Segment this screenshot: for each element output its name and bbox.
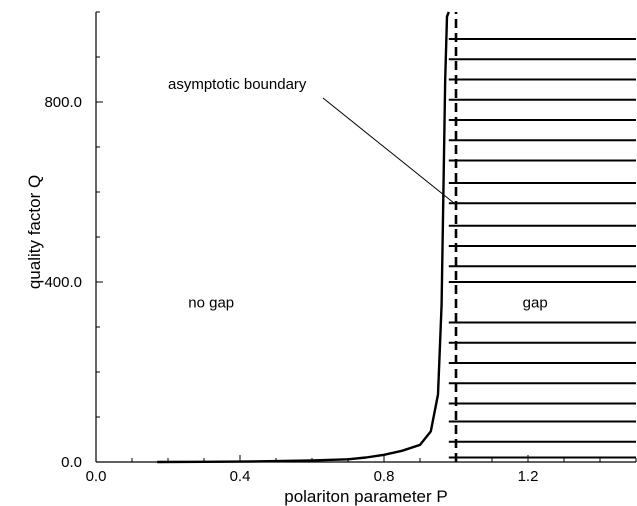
gap-label: gap (523, 294, 548, 311)
ticks-group: 0.0 0.4 0.8 1.2 0.0 400.0 800.0 (44, 11, 637, 485)
x-axis-title: polariton parameter P (284, 487, 447, 506)
y-axis-title: quality factor Q (25, 175, 44, 289)
boundary-curve-line (157, 11, 450, 464)
x-tick-label: 0.0 (86, 468, 107, 485)
x-tick-label: 1.2 (518, 468, 539, 485)
x-tick-label: 0.4 (230, 468, 251, 485)
asymptotic-boundary-label: asymptotic boundary (168, 76, 307, 93)
annotations-group: asymptotic boundary no gap gap (168, 76, 564, 314)
x-tick-label: 0.8 (374, 468, 395, 485)
series-group (157, 11, 458, 464)
asymptotic-boundary-pointer (322, 97, 455, 204)
gap-label-backdrop (507, 291, 564, 314)
y-tick-label: 400.0 (44, 274, 82, 291)
y-tick-label: 0.0 (61, 454, 82, 471)
y-tick-label: 800.0 (44, 94, 82, 111)
hatch-group (448, 38, 636, 459)
no-gap-label: no gap (188, 294, 234, 311)
